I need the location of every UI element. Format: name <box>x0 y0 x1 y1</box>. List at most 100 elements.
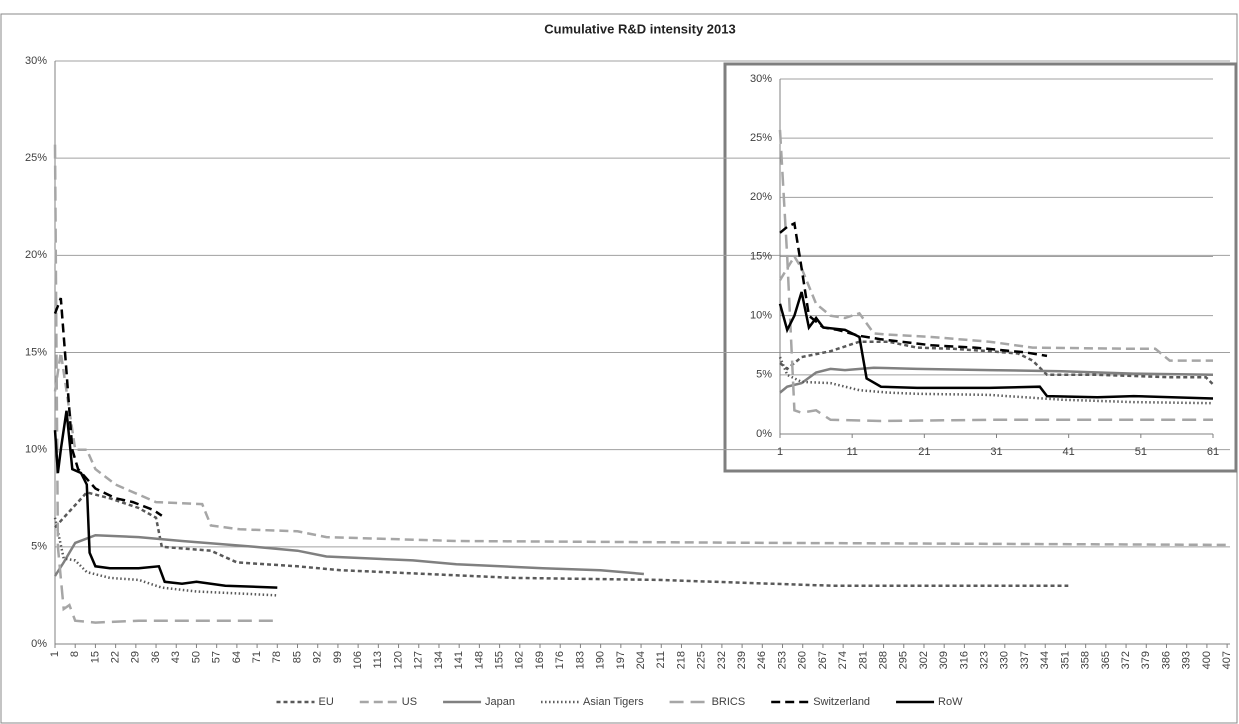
x-tick-label: 92 <box>312 651 324 663</box>
y-tick-label: 10% <box>25 444 47 456</box>
x-tick-label: 31 <box>990 446 1002 458</box>
x-tick-label: 43 <box>170 651 182 663</box>
legend-label: EU <box>318 696 333 708</box>
series-line <box>778 129 1213 423</box>
x-tick-label: 358 <box>1080 651 1092 669</box>
x-tick-label: 21 <box>918 446 930 458</box>
y-tick-label: 0% <box>756 428 772 440</box>
y-tick-label: 5% <box>756 369 772 381</box>
y-tick-label: 30% <box>750 73 772 85</box>
x-tick-label: 288 <box>877 651 889 669</box>
x-tick-label: 379 <box>1140 651 1152 669</box>
x-tick-label: 204 <box>635 651 647 669</box>
x-tick-label: 239 <box>736 651 748 669</box>
x-tick-label: 246 <box>756 651 768 669</box>
x-tick-label: 106 <box>352 651 364 669</box>
series-line <box>778 254 1213 362</box>
y-tick-label: 10% <box>750 310 772 322</box>
x-tick-label: 15 <box>89 651 101 663</box>
y-tick-label: 20% <box>25 249 47 261</box>
x-tick-label: 372 <box>1120 651 1132 669</box>
x-tick-label: 162 <box>514 651 526 669</box>
y-tick-label: 5% <box>31 541 47 553</box>
chart-title: Cumulative R&D intensity 2013 <box>544 21 735 36</box>
x-tick-label: 50 <box>190 651 202 663</box>
x-tick-label: 29 <box>130 651 142 663</box>
x-tick-label: 41 <box>1063 446 1075 458</box>
x-tick-label: 113 <box>372 651 384 669</box>
x-tick-label: 71 <box>251 651 263 663</box>
x-tick-label: 225 <box>696 651 708 669</box>
x-tick-label: 85 <box>291 651 303 663</box>
y-tick-label: 25% <box>25 152 47 164</box>
x-tick-label: 316 <box>958 651 970 669</box>
x-tick-label: 78 <box>271 651 283 663</box>
x-tick-label: 99 <box>332 651 344 663</box>
x-tick-label: 267 <box>817 651 829 669</box>
x-tick-label: 393 <box>1181 651 1193 669</box>
x-tick-label: 323 <box>979 651 991 669</box>
series-line <box>53 517 278 597</box>
x-tick-label: 260 <box>797 651 809 669</box>
x-tick-label: 197 <box>615 651 627 669</box>
series-line <box>53 352 1228 547</box>
legend-label: Japan <box>485 696 515 708</box>
x-tick-label: 169 <box>534 651 546 669</box>
x-tick-label: 155 <box>494 651 506 669</box>
x-tick-label: 176 <box>554 651 566 669</box>
x-tick-label: 407 <box>1221 651 1233 669</box>
series-line <box>54 491 1069 587</box>
series-line <box>779 366 1214 394</box>
x-tick-label: 344 <box>1039 651 1051 669</box>
x-tick-label: 295 <box>898 651 910 669</box>
series-line <box>53 410 278 589</box>
x-tick-label: 64 <box>231 651 243 663</box>
x-tick-label: 1 <box>777 446 783 458</box>
series-line <box>53 144 278 624</box>
x-tick-label: 51 <box>1135 446 1147 458</box>
x-tick-label: 141 <box>453 651 465 669</box>
x-tick-label: 127 <box>413 651 425 669</box>
legend-label: Switzerland <box>813 696 870 708</box>
x-tick-label: 386 <box>1160 651 1172 669</box>
x-tick-label: 365 <box>1100 651 1112 669</box>
x-tick-label: 190 <box>595 651 607 669</box>
legend-label: RoW <box>938 696 963 708</box>
x-tick-label: 274 <box>837 651 849 669</box>
x-tick-label: 281 <box>857 651 869 669</box>
x-tick-label: 232 <box>716 651 728 669</box>
x-tick-label: 120 <box>392 651 404 669</box>
series-line <box>53 533 645 577</box>
x-tick-label: 1 <box>49 651 61 657</box>
y-tick-label: 20% <box>750 191 772 203</box>
x-tick-label: 211 <box>655 651 667 669</box>
series-line <box>779 340 1214 386</box>
y-tick-label: 30% <box>25 55 47 67</box>
y-tick-label: 0% <box>31 638 47 650</box>
x-tick-label: 36 <box>150 651 162 663</box>
x-tick-label: 8 <box>69 651 81 657</box>
series-line <box>778 291 1214 400</box>
x-tick-label: 218 <box>675 651 687 669</box>
y-tick-label: 15% <box>25 346 47 358</box>
series-line <box>53 297 163 517</box>
series-line <box>778 356 1214 405</box>
x-tick-label: 253 <box>776 651 788 669</box>
x-tick-label: 183 <box>574 651 586 669</box>
x-tick-label: 337 <box>1019 651 1031 669</box>
x-tick-label: 61 <box>1207 446 1219 458</box>
y-tick-label: 15% <box>750 250 772 262</box>
x-tick-label: 330 <box>999 651 1011 669</box>
x-tick-label: 57 <box>211 651 223 663</box>
x-tick-label: 22 <box>110 651 122 663</box>
x-tick-label: 400 <box>1201 651 1213 669</box>
x-tick-label: 148 <box>473 651 485 669</box>
x-tick-label: 134 <box>433 651 445 669</box>
x-tick-label: 309 <box>938 651 950 669</box>
x-tick-label: 302 <box>918 651 930 669</box>
legend-label: US <box>402 696 417 708</box>
x-tick-label: 11 <box>846 446 857 458</box>
legend-label: Asian Tigers <box>583 696 644 708</box>
legend-label: BRICS <box>712 696 746 708</box>
